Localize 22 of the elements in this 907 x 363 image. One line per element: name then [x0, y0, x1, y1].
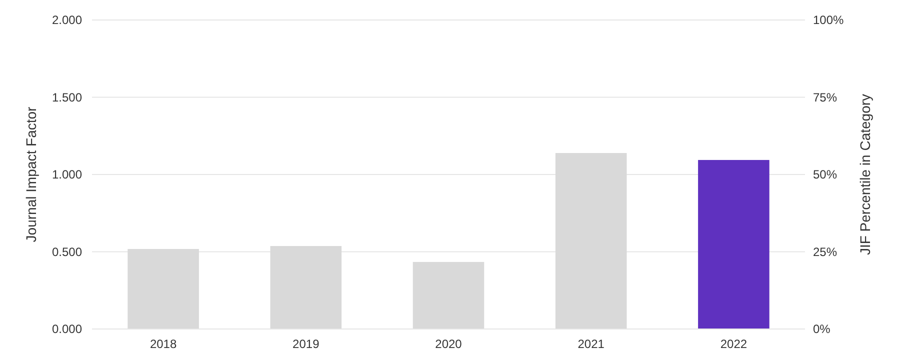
x-tick-label: 2021: [578, 337, 605, 351]
x-tick-label: 2020: [435, 337, 462, 351]
bar: [698, 160, 770, 329]
bar: [270, 246, 342, 329]
y-tick-label: 0.500: [52, 244, 82, 259]
x-tick-label: 2022: [720, 337, 748, 351]
bar: [412, 262, 484, 329]
x-tick-label: 2019: [292, 337, 320, 351]
y2-tick-label: 100%: [813, 13, 844, 28]
y-axis-title: Journal Impact Factor: [23, 106, 39, 242]
y-tick-label: 2.000: [52, 13, 82, 28]
y-tick-label: 1.000: [52, 168, 82, 182]
y-tick-label: 0.000: [52, 322, 82, 336]
x-tick-label: 2018: [150, 337, 177, 351]
y2-tick-label: 25%: [813, 244, 838, 259]
y2-axis-title: JIF Percentile in Category: [857, 94, 873, 256]
bar: [128, 248, 199, 329]
y2-tick-label: 75%: [813, 90, 838, 104]
y2-tick-label: 0%: [813, 322, 831, 336]
y2-tick-label: 50%: [813, 168, 838, 182]
bar: [555, 153, 627, 329]
y-tick-label: 1.500: [52, 90, 82, 104]
